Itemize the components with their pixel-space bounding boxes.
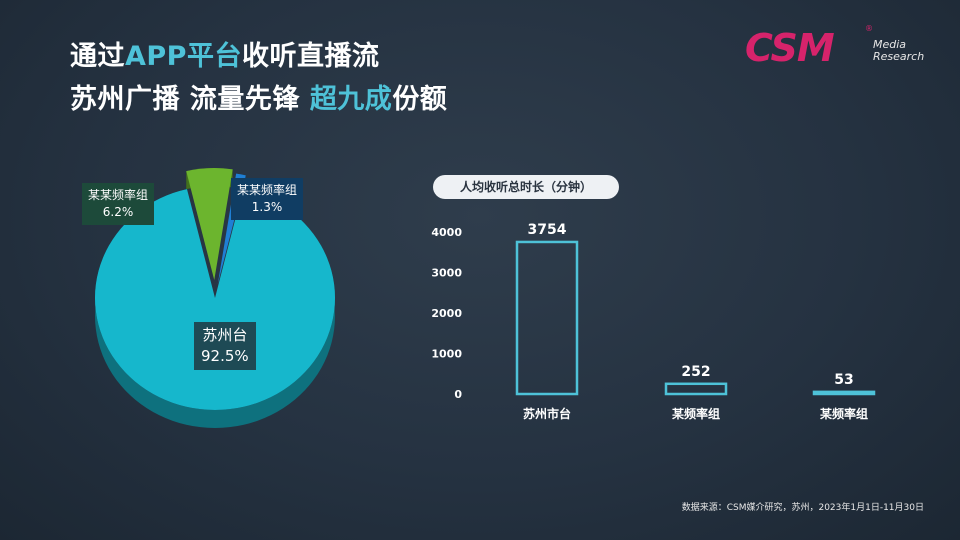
title-line1-part3: 收听直播流 bbox=[241, 41, 380, 72]
y-tick-label-3: 3000 bbox=[431, 267, 462, 280]
pie-slice-top-0 bbox=[94, 189, 335, 410]
y-tick-label-4: 4000 bbox=[431, 226, 462, 239]
bar-2 bbox=[812, 390, 876, 396]
bar-category-label-0: 苏州市台 bbox=[523, 406, 571, 421]
csm-logo: CSM ® Media Research bbox=[745, 24, 935, 70]
page-title-line1: 通过APP平台收听直播流 bbox=[70, 34, 379, 73]
bar-value-label-2: 53 bbox=[834, 372, 853, 388]
pie-label-green-value: 6.2% bbox=[102, 205, 134, 219]
logo-text-media: Media bbox=[873, 38, 907, 51]
pie-label-main-name: 苏州台 bbox=[202, 326, 248, 344]
y-tick-label-2: 2000 bbox=[431, 307, 462, 320]
y-tick-label-0: 0 bbox=[454, 388, 462, 401]
listening-time-bar-chart: 0 1000 2000 3000 4000 3754 苏州市台 252 某频率组 53 某频率组 bbox=[431, 222, 876, 421]
logo-text-research: Research bbox=[873, 50, 925, 63]
logo-wordmark: CSM bbox=[745, 26, 835, 70]
bar-0 bbox=[515, 240, 579, 396]
bar-value-label-1: 252 bbox=[681, 364, 710, 380]
title-line1-highlight: APP平台 bbox=[125, 41, 242, 72]
pie-label-blue: 某某频率组 1.3% bbox=[231, 178, 304, 220]
title-line2-part3: 份额 bbox=[392, 84, 448, 115]
logo-registered-mark: ® bbox=[865, 24, 873, 33]
pie-label-green-name: 某某频率组 bbox=[88, 188, 149, 202]
pie-slice-0 bbox=[94, 189, 336, 428]
title-line2-highlight: 超九成 bbox=[309, 84, 393, 115]
title-line1-part1: 通过 bbox=[70, 41, 125, 72]
pie-label-main: 苏州台 92.5% bbox=[194, 322, 256, 370]
pie-label-green: 某某频率组 6.2% bbox=[82, 183, 155, 225]
title-line2-part1: 苏州广播 流量先锋 bbox=[70, 84, 310, 115]
pie-slice-1 bbox=[186, 168, 233, 281]
pie-slice-top-1 bbox=[186, 168, 233, 281]
pie-label-main-value: 92.5% bbox=[201, 347, 249, 365]
bar-value-label-0: 3754 bbox=[528, 222, 567, 238]
share-pie-chart bbox=[94, 168, 336, 428]
pie-label-blue-name: 某某频率组 bbox=[237, 183, 298, 197]
page-title-line2: 苏州广播 流量先锋 超九成份额 bbox=[70, 77, 447, 116]
pie-label-blue-value: 1.3% bbox=[251, 200, 283, 214]
bar-category-label-2: 某频率组 bbox=[820, 406, 868, 421]
data-source-note: 数据来源：CSM媒介研究，苏州，2023年1月1日-11月30日 bbox=[681, 503, 924, 513]
bar-1 bbox=[664, 382, 728, 396]
y-tick-label-1: 1000 bbox=[431, 348, 462, 361]
bar-category-label-1: 某频率组 bbox=[672, 406, 720, 421]
bar-chart-title: 人均收听总时长（分钟） bbox=[433, 175, 619, 199]
